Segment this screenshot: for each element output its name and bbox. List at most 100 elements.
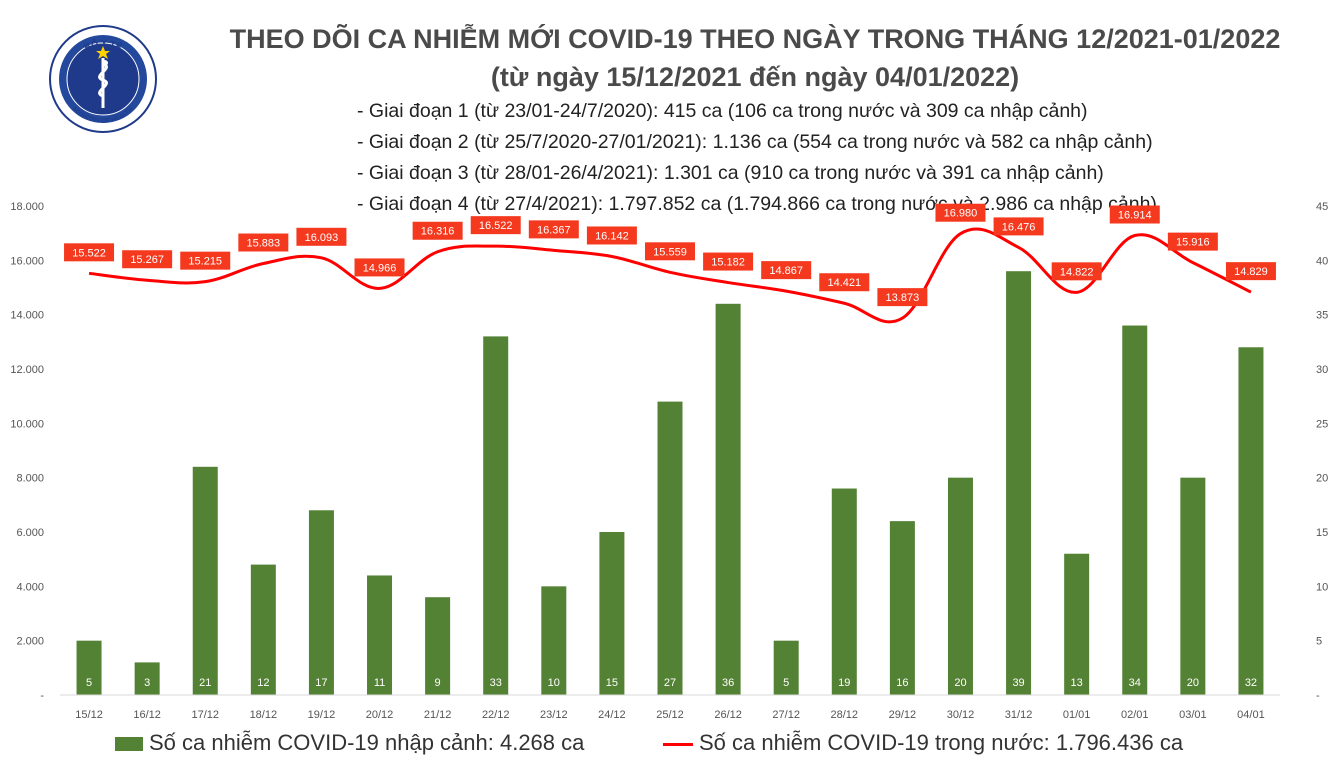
legend-bar-label: Số ca nhiễm COVID-19 nhập cảnh: 4.268 ca [149, 730, 585, 755]
bar-value-label: 39 [1012, 677, 1024, 689]
line-value-label: 15.182 [711, 257, 745, 269]
line-value-box [180, 251, 231, 270]
bar [308, 510, 334, 695]
svg-text:BỘ Y TẾ: BỘ Y TẾ [82, 37, 123, 52]
bar-value-label: 3 [144, 677, 150, 689]
bar-value-label: 36 [722, 677, 734, 689]
x-tick-label: 15/12 [75, 709, 103, 721]
bar-value-label: 15 [606, 677, 618, 689]
bar-value-label: 17 [315, 677, 327, 689]
phase-note-2: - Giai đoạn 2 (từ 25/7/2020-27/01/2021):… [357, 131, 1153, 153]
line-value-box [1167, 232, 1218, 251]
line-value-box [238, 233, 289, 252]
bar [1064, 553, 1090, 695]
bar [192, 466, 218, 695]
left-tick-label: 18.000 [10, 201, 44, 213]
bar-value-label: 19 [838, 677, 850, 689]
x-axis: 15/12 16/12 17/12 18/12 19/12 20/12 21/12 22/12… [60, 694, 1280, 721]
bar [541, 586, 567, 695]
x-tick-label: 04/01 [1237, 709, 1265, 721]
bar-series: 5 3 21 12 17 11 9 33 10 15 27 36 5 19 16 20 39 13 34 20 32 [76, 271, 1264, 695]
bar [250, 564, 276, 695]
left-tick-label: 4.000 [16, 581, 44, 593]
line-value-label: 16.367 [537, 224, 571, 236]
line-value-label: 16.522 [479, 220, 513, 232]
line-value-box [64, 243, 115, 262]
x-tick-label: 31/12 [1005, 709, 1033, 721]
line-value-box [703, 252, 754, 271]
right-tick-label: 20 [1316, 473, 1328, 485]
chart-subtitle: (từ ngày 15/12/2021 đến ngày 04/01/2022) [490, 62, 1020, 92]
right-tick-label: 10 [1316, 581, 1328, 593]
line-value-box [470, 216, 521, 235]
line-value-label: 15.883 [247, 238, 281, 250]
line-value-box [528, 220, 579, 239]
bar [483, 336, 509, 695]
line-path [88, 227, 1252, 324]
line-value-label: 15.559 [653, 246, 687, 258]
left-tick-label: 2.000 [16, 636, 44, 648]
line-value-box [645, 242, 695, 261]
line-value-label: 14.822 [1060, 266, 1094, 278]
bar [599, 532, 625, 695]
line-value-box [1225, 262, 1276, 281]
line-value-box [935, 203, 986, 222]
x-tick-label: 25/12 [656, 709, 684, 721]
bar [773, 640, 799, 695]
line-value-box [1109, 205, 1160, 224]
right-tick-label: 40 [1316, 255, 1328, 267]
line-value-label: 16.093 [305, 232, 339, 244]
left-tick-label: 10.000 [10, 418, 44, 430]
left-tick-label: 6.000 [16, 527, 44, 539]
line-value-label: 15.916 [1176, 237, 1210, 249]
right-tick-label: 45 [1316, 201, 1328, 213]
line-value-box [993, 217, 1044, 236]
bar-value-label: 32 [1245, 677, 1257, 689]
line-value-label: 16.476 [1002, 221, 1036, 233]
right-tick-label: 30 [1316, 364, 1328, 376]
x-tick-label: 29/12 [889, 709, 917, 721]
line-value-label: 14.829 [1234, 266, 1268, 278]
left-tick-label: 14.000 [10, 310, 44, 322]
x-tick-label: 22/12 [482, 709, 510, 721]
line-value-box [296, 227, 347, 246]
right-tick-label: 5 [1316, 636, 1322, 648]
line-value-label: 16.316 [421, 226, 455, 238]
right-y-axis: - 5 10 15 20 25 30 35 40 45 [1316, 201, 1328, 702]
bar-value-label: 20 [954, 677, 966, 689]
line-value-box [122, 250, 173, 269]
left-y-axis: - 2.000 4.000 6.000 8.000 10.000 12.000 14.000 1… [10, 201, 44, 702]
bar [831, 488, 857, 695]
x-tick-label: 26/12 [714, 709, 742, 721]
line-value-label: 14.421 [827, 277, 861, 289]
bar-value-label: 13 [1071, 677, 1083, 689]
bar [1006, 271, 1032, 695]
chart-title: THEO DÕI CA NHIỄM MỚI COVID-19 THEO NGÀY… [229, 24, 1281, 54]
x-tick-label: 20/12 [366, 709, 394, 721]
bar-value-label: 5 [86, 677, 92, 689]
left-tick-label: 8.000 [16, 473, 44, 485]
x-tick-label: 02/01 [1121, 709, 1149, 721]
line-value-box [1051, 262, 1102, 281]
line-value-label: 14.867 [769, 265, 803, 277]
bar-value-label: 12 [257, 677, 269, 689]
line-value-label: 15.215 [188, 256, 222, 268]
bar-value-label: 21 [199, 677, 211, 689]
left-tick-label: 16.000 [10, 255, 44, 267]
x-tick-label: 24/12 [598, 709, 626, 721]
x-tick-label: 23/12 [540, 709, 568, 721]
x-tick-label: 19/12 [308, 709, 336, 721]
bar [425, 597, 451, 695]
left-tick-label: 12.000 [10, 364, 44, 376]
bar [134, 662, 160, 695]
x-tick-label: 16/12 [133, 709, 161, 721]
bar [1122, 325, 1148, 695]
bar-value-label: 9 [435, 677, 441, 689]
x-tick-label: 30/12 [947, 709, 975, 721]
x-tick-label: 28/12 [831, 709, 859, 721]
line-value-label: 16.142 [595, 230, 629, 242]
line-value-label: 15.267 [130, 254, 164, 266]
bar-value-label: 27 [664, 677, 676, 689]
line-series: 15.522 15.267 15.215 15.883 16.093 14.966 16.3… [64, 203, 1276, 324]
